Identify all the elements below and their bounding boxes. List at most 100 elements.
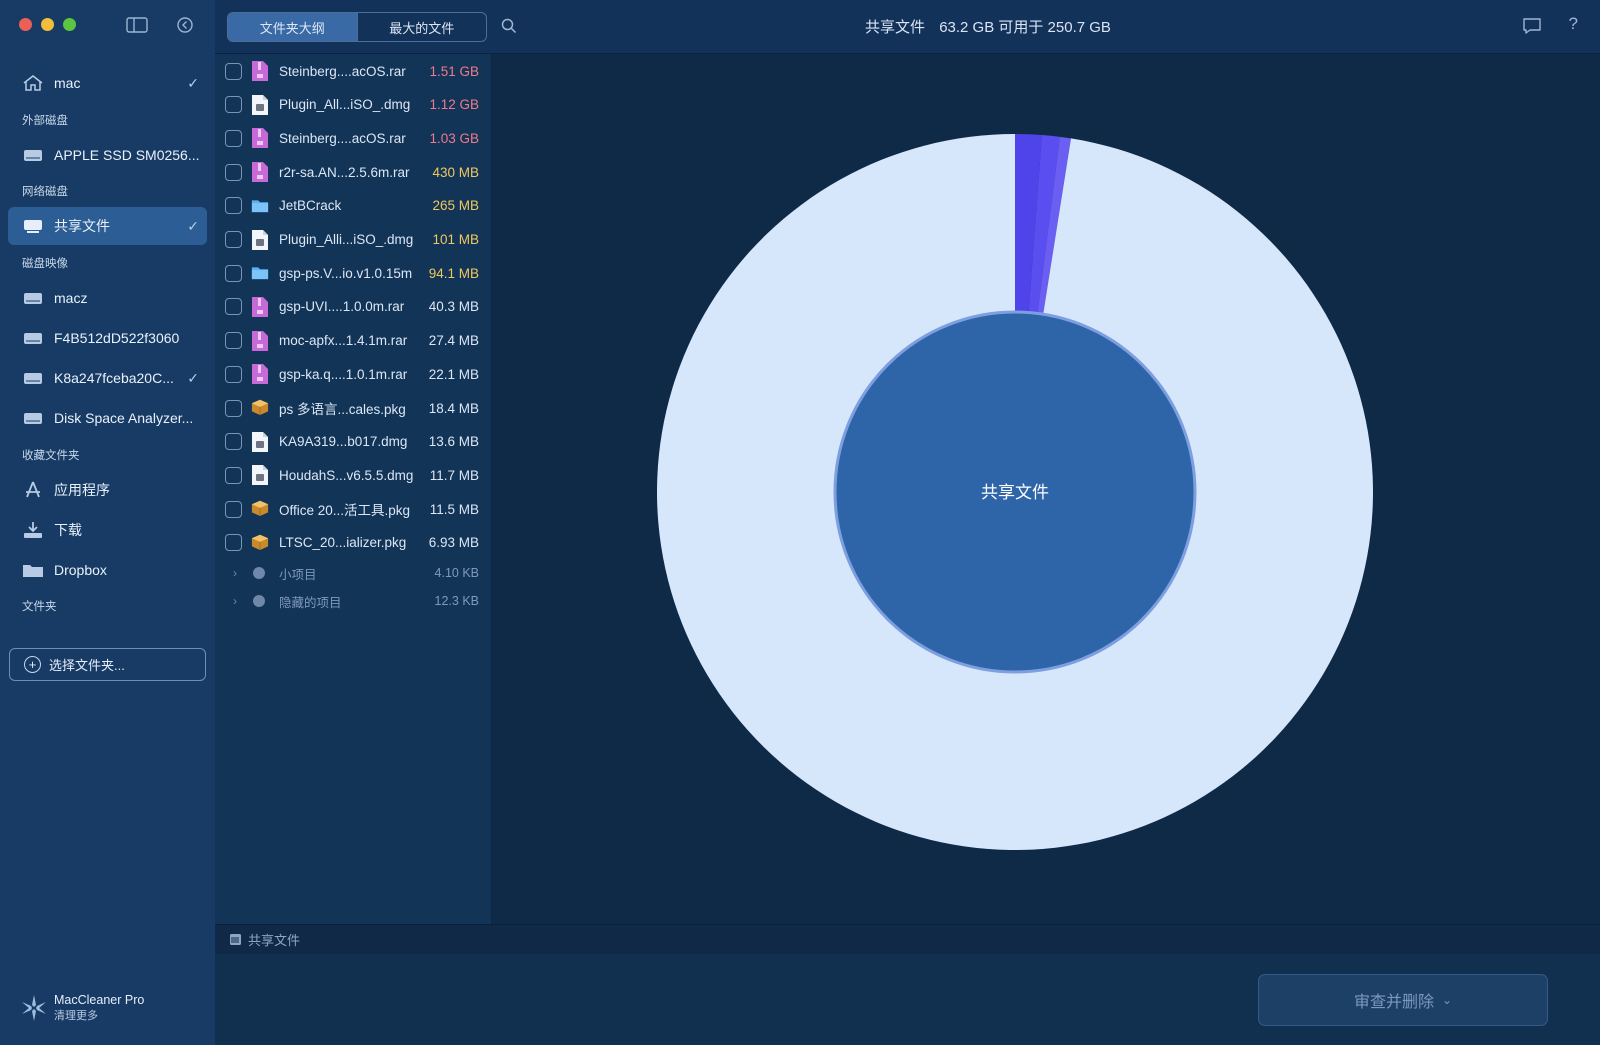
- file-checkbox[interactable]: [225, 163, 242, 181]
- package-file-icon: [251, 498, 269, 520]
- file-list: Steinberg....acOS.rar 1.51 GB Plugin_All..…: [215, 54, 492, 924]
- file-checkbox[interactable]: [225, 500, 242, 518]
- minimize-window-button[interactable]: [41, 18, 54, 31]
- file-row[interactable]: ps 多语言...cales.pkg 18.4 MB: [215, 391, 492, 425]
- sidebar-item-label: 应用程序: [54, 482, 110, 498]
- group-dot-icon: [253, 595, 265, 607]
- file-name: gsp-ps.V...io.v1.0.15m: [279, 265, 413, 281]
- file-checkbox[interactable]: [225, 197, 242, 215]
- chevron-right-icon[interactable]: ›: [233, 566, 237, 580]
- disk-image-file-icon: [251, 229, 269, 251]
- window-controls: [19, 18, 76, 31]
- sidebar-item[interactable]: APPLE SSD SM0256...: [8, 136, 207, 174]
- sidebar: mac ✓ 外部磁盘 APPLE SSD SM0256... 网络磁盘 共享文件 ✓ 磁盘映像…: [0, 0, 215, 1045]
- checkmark-icon: ✓: [187, 369, 199, 386]
- sidebar-item[interactable]: F4B512dD522f3060: [8, 319, 207, 357]
- sidebar-section-header: 磁盘映像: [22, 258, 68, 270]
- file-row[interactable]: gsp-ps.V...io.v1.0.15m 94.1 MB: [215, 256, 492, 290]
- file-checkbox[interactable]: [225, 534, 242, 552]
- sidebar-section-header: 收藏文件夹: [22, 450, 80, 462]
- file-row[interactable]: HoudahS...v6.5.5.dmg 11.7 MB: [215, 458, 492, 492]
- sidebar-item[interactable]: macz: [8, 279, 207, 317]
- archive-file-icon: [251, 363, 269, 385]
- file-checkbox[interactable]: [225, 466, 242, 484]
- help-icon[interactable]: ?: [1568, 14, 1578, 33]
- file-checkbox[interactable]: [225, 365, 242, 383]
- chart-slice[interactable]: [1028, 135, 1060, 314]
- sidebar-item[interactable]: Dropbox: [8, 551, 207, 589]
- file-size: 94.1 MB: [428, 265, 479, 281]
- file-checkbox[interactable]: [225, 96, 242, 114]
- disk-image-file-icon: [251, 94, 269, 116]
- downloads-icon: [22, 521, 44, 539]
- file-row[interactable]: Plugin_Alli...iSO_.dmg 101 MB: [215, 223, 492, 257]
- file-checkbox[interactable]: [225, 264, 242, 282]
- file-row[interactable]: gsp-ka.q....1.0.1m.rar 22.1 MB: [215, 357, 492, 391]
- tab-folder-outline[interactable]: 文件夹大纲: [228, 13, 357, 41]
- disk-image-file-icon: [251, 431, 269, 453]
- file-row[interactable]: Plugin_All...iSO_.dmg 1.12 GB: [215, 88, 492, 122]
- file-row[interactable]: r2r-sa.AN...2.5.6m.rar 430 MB: [215, 155, 492, 189]
- file-row[interactable]: Steinberg....acOS.rar 1.03 GB: [215, 121, 492, 155]
- choose-folder-button[interactable]: + 选择文件夹...: [9, 648, 206, 681]
- file-row[interactable]: KA9A319...b017.dmg 13.6 MB: [215, 425, 492, 459]
- drive-icon: [22, 409, 44, 427]
- brand-subtitle: 清理更多: [54, 1010, 98, 1022]
- group-row[interactable]: › 隐藏的项目 12.3 KB: [215, 587, 492, 615]
- sidebar-item-label: K8a247fceba20C...: [54, 370, 174, 386]
- tab-largest-files[interactable]: 最大的文件: [356, 13, 487, 41]
- file-size: 430 MB: [432, 164, 479, 180]
- file-checkbox[interactable]: [225, 231, 242, 248]
- archive-file-icon: [251, 60, 269, 82]
- toggle-sidebar-icon[interactable]: [126, 16, 148, 34]
- file-size: 11.7 MB: [429, 467, 479, 483]
- file-checkbox[interactable]: [225, 332, 242, 350]
- disk-usage-sunburst[interactable]: 共享文件: [492, 54, 1600, 924]
- search-icon[interactable]: [500, 17, 518, 35]
- file-checkbox[interactable]: [225, 298, 242, 316]
- choose-folder-label: 选择文件夹...: [49, 658, 125, 673]
- sidebar-item-label: Dropbox: [54, 562, 107, 578]
- file-name: r2r-sa.AN...2.5.6m.rar: [279, 164, 410, 180]
- chart-slice[interactable]: [657, 134, 1373, 850]
- close-window-button[interactable]: [19, 18, 32, 31]
- file-row[interactable]: gsp-UVI....1.0.0m.rar 40.3 MB: [215, 290, 492, 324]
- file-row[interactable]: Office 20...活工具.pkg 11.5 MB: [215, 492, 492, 526]
- toolbar: 文件夹大纲 最大的文件 共享文件 63.2 GB 可用于 250.7 GB ?: [215, 0, 1600, 54]
- chevron-right-icon[interactable]: ›: [233, 594, 237, 608]
- archive-file-icon: [251, 296, 269, 318]
- drive-icon: [22, 289, 44, 307]
- disk-image-file-icon: [251, 464, 269, 486]
- sidebar-item-label: mac: [54, 75, 81, 91]
- file-row[interactable]: Steinberg....acOS.rar 1.51 GB: [215, 54, 492, 88]
- folder-icon: [251, 195, 269, 217]
- zoom-window-button[interactable]: [63, 18, 76, 31]
- file-row[interactable]: moc-apfx...1.4.1m.rar 27.4 MB: [215, 324, 492, 358]
- chart-slice[interactable]: [1015, 134, 1042, 313]
- file-name: ps 多语言...cales.pkg: [279, 402, 406, 417]
- brand-promo[interactable]: MacCleaner Pro 清理更多: [20, 993, 144, 1023]
- feedback-icon[interactable]: [1521, 16, 1543, 36]
- file-checkbox[interactable]: [225, 399, 242, 417]
- chart-slice[interactable]: [1037, 136, 1072, 315]
- file-row[interactable]: LTSC_20...ializer.pkg 6.93 MB: [215, 526, 492, 560]
- chart-center-disk[interactable]: [833, 310, 1197, 674]
- sidebar-item[interactable]: mac ✓: [8, 64, 207, 102]
- file-checkbox[interactable]: [225, 62, 242, 80]
- sidebar-item-label: Disk Space Analyzer...: [54, 410, 194, 426]
- path-label[interactable]: 共享文件: [248, 933, 301, 948]
- file-row[interactable]: JetBCrack 265 MB: [215, 189, 492, 223]
- sidebar-item[interactable]: 下载: [8, 511, 207, 549]
- sidebar-item[interactable]: K8a247fceba20C... ✓: [8, 359, 207, 397]
- archive-file-icon: [251, 161, 269, 183]
- file-checkbox[interactable]: [225, 433, 242, 451]
- review-and-delete-button[interactable]: 审查并删除 ⌄: [1258, 974, 1548, 1026]
- bottom-bar: 审查并删除 ⌄: [215, 954, 1600, 1045]
- sidebar-item[interactable]: Disk Space Analyzer...: [8, 399, 207, 437]
- history-back-icon[interactable]: [174, 16, 196, 34]
- file-checkbox[interactable]: [225, 129, 242, 147]
- group-row[interactable]: › 小项目 4.10 KB: [215, 559, 492, 587]
- sidebar-item[interactable]: 应用程序: [8, 471, 207, 509]
- sidebar-item[interactable]: 共享文件 ✓: [8, 207, 207, 245]
- plus-circle-icon: +: [24, 656, 41, 673]
